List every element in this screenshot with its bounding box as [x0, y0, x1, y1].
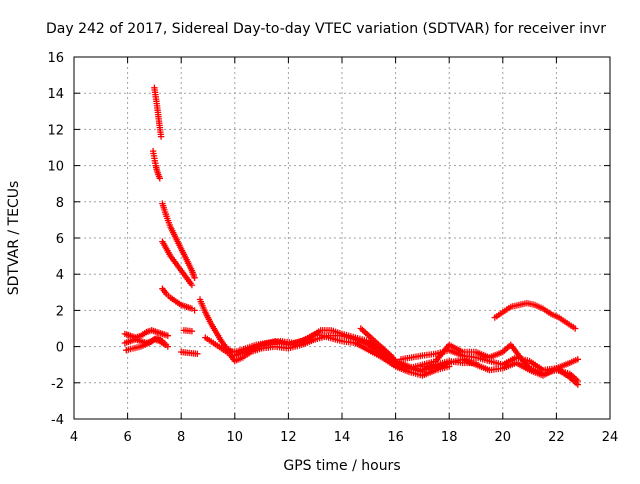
plot-frame [73, 56, 611, 420]
series-arc-6 [159, 200, 198, 281]
y-tick-label: 0 [56, 341, 64, 356]
y-tick-label: 4 [56, 268, 64, 283]
series-markers [159, 238, 196, 289]
y-tick-label: 10 [47, 160, 64, 175]
series-arc-15 [357, 325, 397, 361]
data-points [121, 84, 581, 388]
series-arc-8 [159, 285, 198, 314]
chart-title: Day 242 of 2017, Sidereal Day-to-day VTE… [46, 21, 606, 37]
x-tick-label: 10 [227, 430, 244, 445]
series-markers [180, 327, 196, 335]
x-tick-label: 22 [548, 430, 565, 445]
x-axis-title: GPS time / hours [283, 458, 400, 474]
series-markers [419, 356, 581, 388]
series-markers [159, 200, 198, 281]
y-tick-label: 16 [47, 51, 64, 66]
series-arc-14 [231, 330, 453, 379]
series-arc-3 [123, 336, 169, 354]
x-tick-label: 24 [602, 430, 619, 445]
grid [74, 57, 610, 419]
x-tick-label: 4 [70, 430, 78, 445]
series-arc-11 [180, 327, 196, 335]
series-markers [149, 147, 163, 182]
series-markers [159, 285, 198, 314]
y-tick-label: 2 [56, 304, 64, 319]
x-tick-label: 14 [334, 430, 351, 445]
series-markers [231, 330, 453, 379]
y-axis-title: SDTVAR / TECUs [6, 181, 22, 296]
x-tick-label: 20 [495, 430, 512, 445]
series-markers [151, 84, 165, 140]
series-markers [178, 348, 201, 357]
series-arc-19 [491, 300, 579, 332]
y-tick-label: -2 [51, 377, 64, 392]
y-tick-label: 14 [47, 87, 64, 102]
series-arc-4 [151, 84, 165, 140]
y-tick-label: 8 [56, 196, 64, 211]
y-tick-label: 6 [56, 232, 64, 247]
series-markers [357, 325, 397, 361]
x-tick-label: 12 [280, 430, 297, 445]
series-arc-18 [419, 356, 581, 388]
x-tick-label: 16 [387, 430, 404, 445]
x-tick-label: 18 [441, 430, 458, 445]
series-arc-7 [159, 238, 196, 289]
series-arc-5 [149, 147, 163, 182]
x-tick-label: 8 [177, 430, 185, 445]
series-markers [123, 336, 169, 354]
x-tick-label: 6 [123, 430, 131, 445]
series-arc-10 [178, 348, 201, 357]
y-tick-label: 12 [47, 123, 64, 138]
y-tick-label: -4 [51, 413, 64, 428]
series-markers [491, 300, 579, 332]
